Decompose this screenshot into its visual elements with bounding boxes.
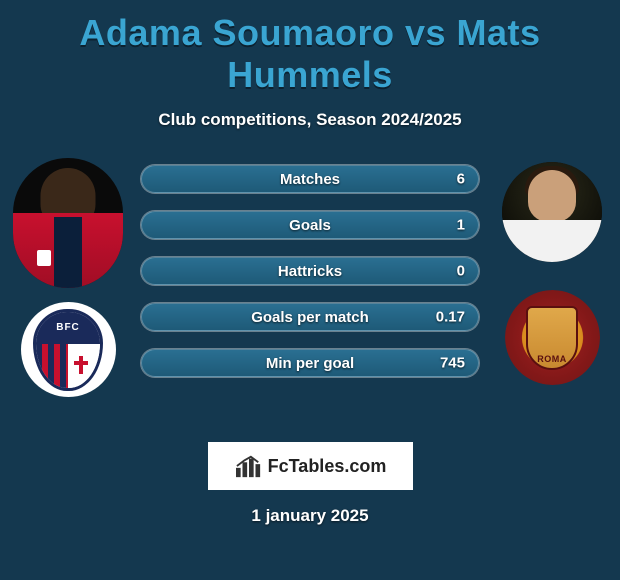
brand-box: FcTables.com bbox=[208, 442, 413, 490]
stat-label: Min per goal bbox=[266, 355, 354, 372]
stat-label: Goals bbox=[289, 217, 331, 234]
page-title: Adama Soumaoro vs Mats Hummels bbox=[0, 0, 620, 96]
stat-label: Hattricks bbox=[278, 263, 342, 280]
player1-jersey-stripe bbox=[54, 217, 82, 289]
stat-value: 745 bbox=[440, 355, 465, 372]
roma-badge: ROMA bbox=[505, 290, 600, 385]
stat-row-matches: Matches 6 bbox=[140, 164, 480, 194]
title-vs: vs bbox=[394, 12, 456, 53]
stat-bars: Matches 6 Goals 1 Hattricks 0 Goals per … bbox=[140, 164, 480, 394]
stat-row-min-per-goal: Min per goal 745 bbox=[140, 348, 480, 378]
player1-avatar bbox=[13, 158, 123, 288]
stat-label: Matches bbox=[280, 171, 340, 188]
stat-row-goals-per-match: Goals per match 0.17 bbox=[140, 302, 480, 332]
brand-chart-icon bbox=[234, 453, 264, 479]
stat-row-goals: Goals 1 bbox=[140, 210, 480, 240]
bfc-cross-icon bbox=[74, 356, 88, 374]
title-player1: Adama Soumaoro bbox=[79, 12, 394, 53]
date-label: 1 january 2025 bbox=[0, 506, 620, 526]
stat-value: 0.17 bbox=[436, 309, 465, 326]
stat-value: 6 bbox=[457, 171, 465, 188]
stat-value: 1 bbox=[457, 217, 465, 234]
bfc-badge-top: BFC bbox=[36, 312, 100, 344]
subtitle: Club competitions, Season 2024/2025 bbox=[0, 110, 620, 130]
player2-head-shape bbox=[528, 170, 576, 222]
player1-jersey-crest bbox=[37, 250, 51, 266]
brand-text: FcTables.com bbox=[268, 456, 387, 477]
player1-club-badge: BFC bbox=[21, 302, 116, 397]
comparison-content: BFC Matches 6 Goals 1 Hattricks 0 bbox=[0, 158, 620, 418]
player2-jersey bbox=[502, 220, 602, 262]
roma-badge-text: ROMA bbox=[528, 354, 576, 364]
player2-avatar bbox=[502, 162, 602, 262]
bfc-shield: BFC bbox=[33, 309, 103, 391]
bfc-stripes bbox=[36, 344, 68, 388]
left-column: BFC bbox=[8, 158, 128, 397]
bfc-badge-text: BFC bbox=[56, 322, 80, 333]
stat-label: Goals per match bbox=[251, 309, 369, 326]
stat-row-hattricks: Hattricks 0 bbox=[140, 256, 480, 286]
stat-value: 0 bbox=[457, 263, 465, 280]
roma-badge-inner: ROMA bbox=[526, 306, 578, 370]
right-column: ROMA bbox=[492, 158, 612, 385]
player2-club-badge: ROMA bbox=[505, 290, 600, 385]
bfc-badge: BFC bbox=[33, 309, 103, 391]
